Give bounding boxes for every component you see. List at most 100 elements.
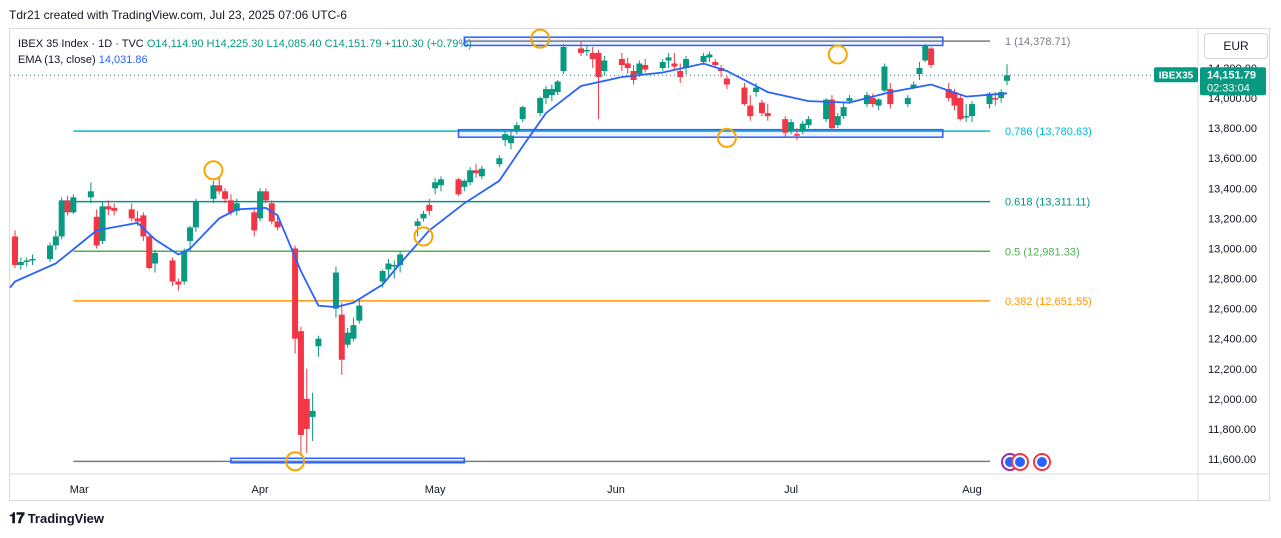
candle-body-83 <box>700 55 707 62</box>
price-tag-countdown: 02:33:04 <box>1207 82 1250 94</box>
candle-body-94 <box>788 122 795 132</box>
y-tick-label: 12,200.00 <box>1208 364 1257 376</box>
candle-body-12 <box>105 206 112 210</box>
candle-body-103 <box>863 95 870 105</box>
x-tick-label: Jun <box>607 484 625 496</box>
x-tick-label: Aug <box>962 484 982 496</box>
candle-body-18 <box>152 252 159 264</box>
candle-body-52 <box>437 179 444 186</box>
candle-body-96 <box>799 123 806 132</box>
legend-ema-label[interactable]: EMA (13, close) <box>18 54 96 66</box>
markers <box>203 28 848 472</box>
marker-circle-3 <box>530 28 551 49</box>
candle-body-67 <box>560 46 567 72</box>
candle-body-29 <box>251 212 258 231</box>
candle-body-76 <box>636 63 643 75</box>
candle-body-13 <box>111 207 118 211</box>
candle-body-46 <box>391 265 398 267</box>
y-tick-label: 13,600.00 <box>1208 153 1257 165</box>
candle-body-31 <box>262 191 269 201</box>
candle-body-4 <box>47 245 54 259</box>
candle-body-22 <box>187 227 194 241</box>
candle-body-15 <box>134 218 141 222</box>
candle-body-105 <box>875 99 882 106</box>
candle-body-19 <box>169 260 176 282</box>
candle-body-73 <box>618 58 625 65</box>
candle-body-38 <box>315 338 322 347</box>
footer-brand: TradingView <box>27 511 105 526</box>
candle-body-111 <box>922 45 929 61</box>
candle-body-35 <box>297 331 304 435</box>
candle-body-65 <box>548 89 555 96</box>
candle-body-37 <box>309 410 316 417</box>
tradingview-logo-icon: 𝟏𝟕 <box>9 510 25 527</box>
candle-body-93 <box>782 119 789 133</box>
chart-frame <box>9 28 1270 501</box>
candle-body-20 <box>175 281 182 285</box>
candle-body-42 <box>350 325 357 339</box>
candle-body-79 <box>665 57 672 61</box>
highlight-boxes <box>230 36 944 464</box>
candle-body-49 <box>420 213 427 219</box>
candle-body-58 <box>496 158 503 165</box>
candle-body-102 <box>846 98 853 102</box>
candle-body-68 <box>578 48 585 53</box>
candle-body-24 <box>210 185 217 199</box>
event-icon-inner <box>1015 457 1025 467</box>
candle-body-113 <box>945 89 952 99</box>
legend: IBEX 35 Index · 1D · TVC O14,114.90 H14,… <box>18 36 472 68</box>
legend-symbol[interactable]: IBEX 35 Index · 1D · TVC <box>18 38 144 50</box>
fib-label-0.786: 0.786 (13,780.63) <box>1005 126 1092 138</box>
candle-body-51 <box>432 182 439 189</box>
candle-body-27 <box>227 200 234 213</box>
event-icons <box>1001 453 1051 471</box>
candle-body-55 <box>467 170 474 183</box>
event-icon-inner <box>1037 457 1047 467</box>
candle-body-84 <box>706 54 713 58</box>
fib-label-0.5: 0.5 (12,981.33) <box>1005 246 1080 258</box>
candle-body-26 <box>222 191 229 199</box>
marker-circle-0 <box>203 160 224 181</box>
ema-line <box>9 62 1008 309</box>
currency-button[interactable]: EUR <box>1204 33 1268 59</box>
candle-body-56 <box>472 170 479 174</box>
marker-circle-2 <box>413 226 434 247</box>
price-tag-bg <box>1200 67 1266 96</box>
candle-body-23 <box>192 201 199 228</box>
candle-body-85 <box>712 61 719 65</box>
candle-body-101 <box>840 107 847 117</box>
legend-ohlc: O14,114.90 H14,225.30 L14,085.40 C14,151… <box>146 38 472 50</box>
y-tick-label: 12,800.00 <box>1208 274 1257 286</box>
candle-body-70 <box>589 52 596 59</box>
y-tick-label: 12,600.00 <box>1208 304 1257 316</box>
candle-body-2 <box>23 260 30 262</box>
candle-body-109 <box>910 84 917 88</box>
candle-body-3 <box>29 258 36 261</box>
candle-body-57 <box>478 168 485 177</box>
candle-body-90 <box>753 87 760 93</box>
candle-body-110 <box>916 68 923 75</box>
fib-label-0.618: 0.618 (13,311.11) <box>1005 197 1090 209</box>
y-tick-label: 13,200.00 <box>1208 213 1257 225</box>
y-tick-label: 11,600.00 <box>1208 454 1256 466</box>
candle-body-89 <box>747 105 754 117</box>
candle-body-16 <box>140 215 147 237</box>
candle-body-1 <box>17 261 24 266</box>
candle-body-119 <box>992 98 999 100</box>
candle-body-99 <box>828 99 835 129</box>
legend-symbol-row: IBEX 35 Index · 1D · TVC O14,114.90 H14,… <box>18 36 472 52</box>
candle-body-77 <box>642 64 649 70</box>
candle-body-11 <box>99 206 106 241</box>
highlight-box-2 <box>230 457 466 464</box>
candle-body-9 <box>87 191 94 198</box>
candle-body-39 <box>332 272 339 309</box>
candle-body-80 <box>671 63 678 67</box>
y-tick-label: 13,000.00 <box>1208 243 1257 255</box>
candle-body-64 <box>543 89 550 99</box>
candle-body-41 <box>344 332 351 345</box>
x-tick-label: Jul <box>784 484 798 496</box>
x-tick-label: May <box>425 484 446 496</box>
candle-body-33 <box>274 221 281 228</box>
y-tick-label: 13,800.00 <box>1208 123 1257 135</box>
